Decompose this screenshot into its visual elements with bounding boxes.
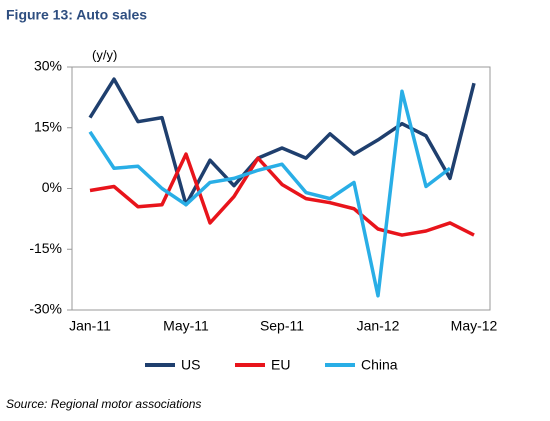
plot-frame	[71, 66, 491, 311]
x-tick-label: Jan-12	[357, 318, 400, 334]
x-tick-label: Sep-11	[260, 318, 304, 334]
x-tick-label: May-11	[163, 318, 209, 334]
series-line	[88, 89, 452, 298]
series-line	[89, 152, 475, 237]
y-axis-label: (y/y)	[92, 47, 117, 62]
y-tick-label: -30%	[29, 301, 62, 317]
y-tick-label: 30%	[34, 58, 62, 74]
legend-label: China	[361, 357, 398, 373]
y-tick-label: -15%	[29, 240, 62, 256]
x-tick-label: May-12	[451, 318, 498, 334]
legend-label: US	[181, 357, 200, 373]
y-tick-label: 15%	[34, 118, 62, 134]
source: Source: Regional motor associations	[6, 397, 201, 411]
y-tick-label: 0%	[42, 179, 62, 195]
legend-label: EU	[271, 357, 290, 373]
x-tick-label: Jan-11	[69, 318, 111, 334]
chart-title: Figure 13: Auto sales	[6, 7, 147, 23]
